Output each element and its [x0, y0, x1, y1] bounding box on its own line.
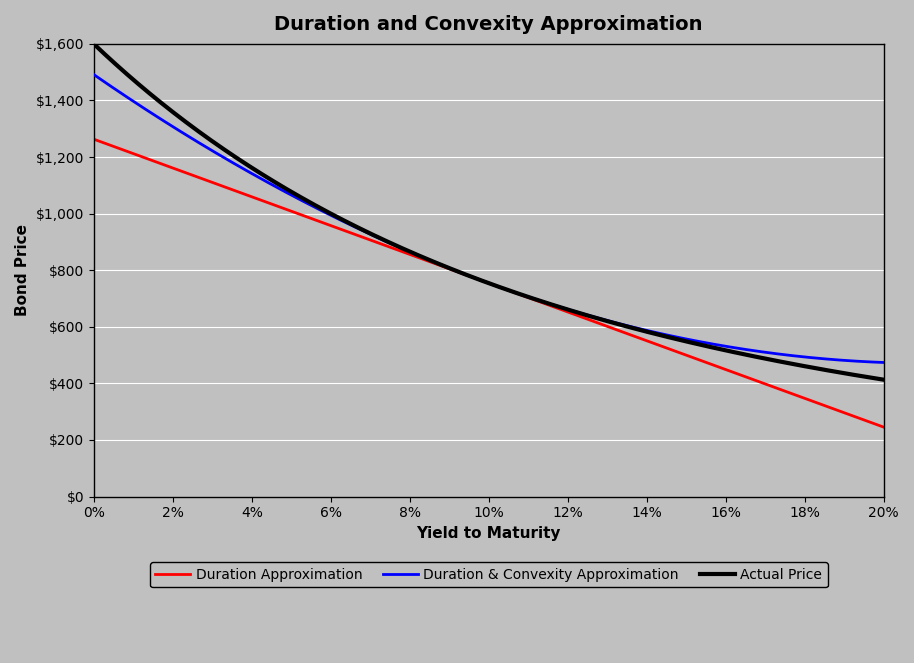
Title: Duration and Convexity Approximation: Duration and Convexity Approximation: [274, 15, 703, 34]
Duration & Convexity Approximation: [463, 272, 474, 280]
Line: Actual Price: Actual Price: [94, 44, 884, 380]
Legend: Duration Approximation, Duration & Convexity Approximation, Actual Price: Duration Approximation, Duration & Conve…: [150, 562, 827, 587]
Duration Approximation: [558, 306, 569, 314]
Actual Price: [515, 290, 526, 298]
Duration Approximation: [463, 272, 474, 280]
Actual Price: [468, 274, 479, 282]
Line: Duration & Convexity Approximation: Duration & Convexity Approximation: [94, 74, 884, 363]
Actual Price: [89, 40, 100, 48]
Duration & Convexity Approximation: [736, 345, 747, 353]
Actual Price: [736, 349, 747, 357]
Actual Price: [558, 304, 569, 312]
Duration & Convexity Approximation: [878, 359, 889, 367]
Actual Price: [878, 376, 889, 384]
Duration & Convexity Approximation: [515, 290, 526, 298]
Duration Approximation: [468, 274, 479, 282]
Duration & Convexity Approximation: [89, 70, 100, 78]
Duration Approximation: [859, 416, 870, 424]
Actual Price: [859, 373, 870, 381]
Y-axis label: Bond Price: Bond Price: [15, 224, 30, 316]
Actual Price: [463, 272, 474, 280]
Line: Duration Approximation: Duration Approximation: [94, 139, 884, 427]
Duration & Convexity Approximation: [468, 274, 479, 282]
Duration Approximation: [878, 423, 889, 431]
Duration & Convexity Approximation: [558, 304, 569, 312]
Duration Approximation: [89, 135, 100, 143]
Duration Approximation: [515, 291, 526, 299]
Duration & Convexity Approximation: [859, 357, 870, 365]
X-axis label: Yield to Maturity: Yield to Maturity: [417, 526, 561, 541]
Duration Approximation: [736, 371, 747, 379]
